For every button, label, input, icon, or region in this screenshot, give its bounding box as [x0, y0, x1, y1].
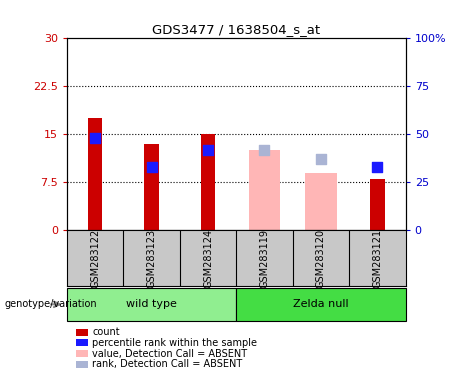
Text: wild type: wild type — [126, 299, 177, 310]
Text: GSM283120: GSM283120 — [316, 229, 326, 288]
Text: GSM283121: GSM283121 — [372, 229, 383, 288]
Bar — [201, 134, 215, 230]
Point — [148, 164, 155, 170]
Point — [204, 147, 212, 153]
Bar — [67, 288, 236, 321]
Text: GSM283119: GSM283119 — [260, 229, 270, 288]
Bar — [249, 151, 280, 230]
Bar — [370, 179, 384, 230]
Text: Zelda null: Zelda null — [293, 299, 349, 310]
Point — [261, 147, 268, 153]
Bar — [236, 288, 406, 321]
Point — [374, 164, 381, 170]
Text: GSM283122: GSM283122 — [90, 228, 100, 288]
Text: rank, Detection Call = ABSENT: rank, Detection Call = ABSENT — [92, 359, 242, 369]
Title: GDS3477 / 1638504_s_at: GDS3477 / 1638504_s_at — [152, 23, 320, 36]
Point — [317, 156, 325, 162]
Text: genotype/variation: genotype/variation — [5, 299, 97, 310]
Text: value, Detection Call = ABSENT: value, Detection Call = ABSENT — [92, 349, 247, 359]
Point — [91, 135, 99, 141]
Bar — [144, 144, 159, 230]
Text: GSM283124: GSM283124 — [203, 229, 213, 288]
Text: count: count — [92, 327, 120, 337]
Bar — [306, 173, 337, 230]
Text: percentile rank within the sample: percentile rank within the sample — [92, 338, 257, 348]
Bar — [88, 118, 102, 230]
Text: GSM283123: GSM283123 — [147, 229, 157, 288]
